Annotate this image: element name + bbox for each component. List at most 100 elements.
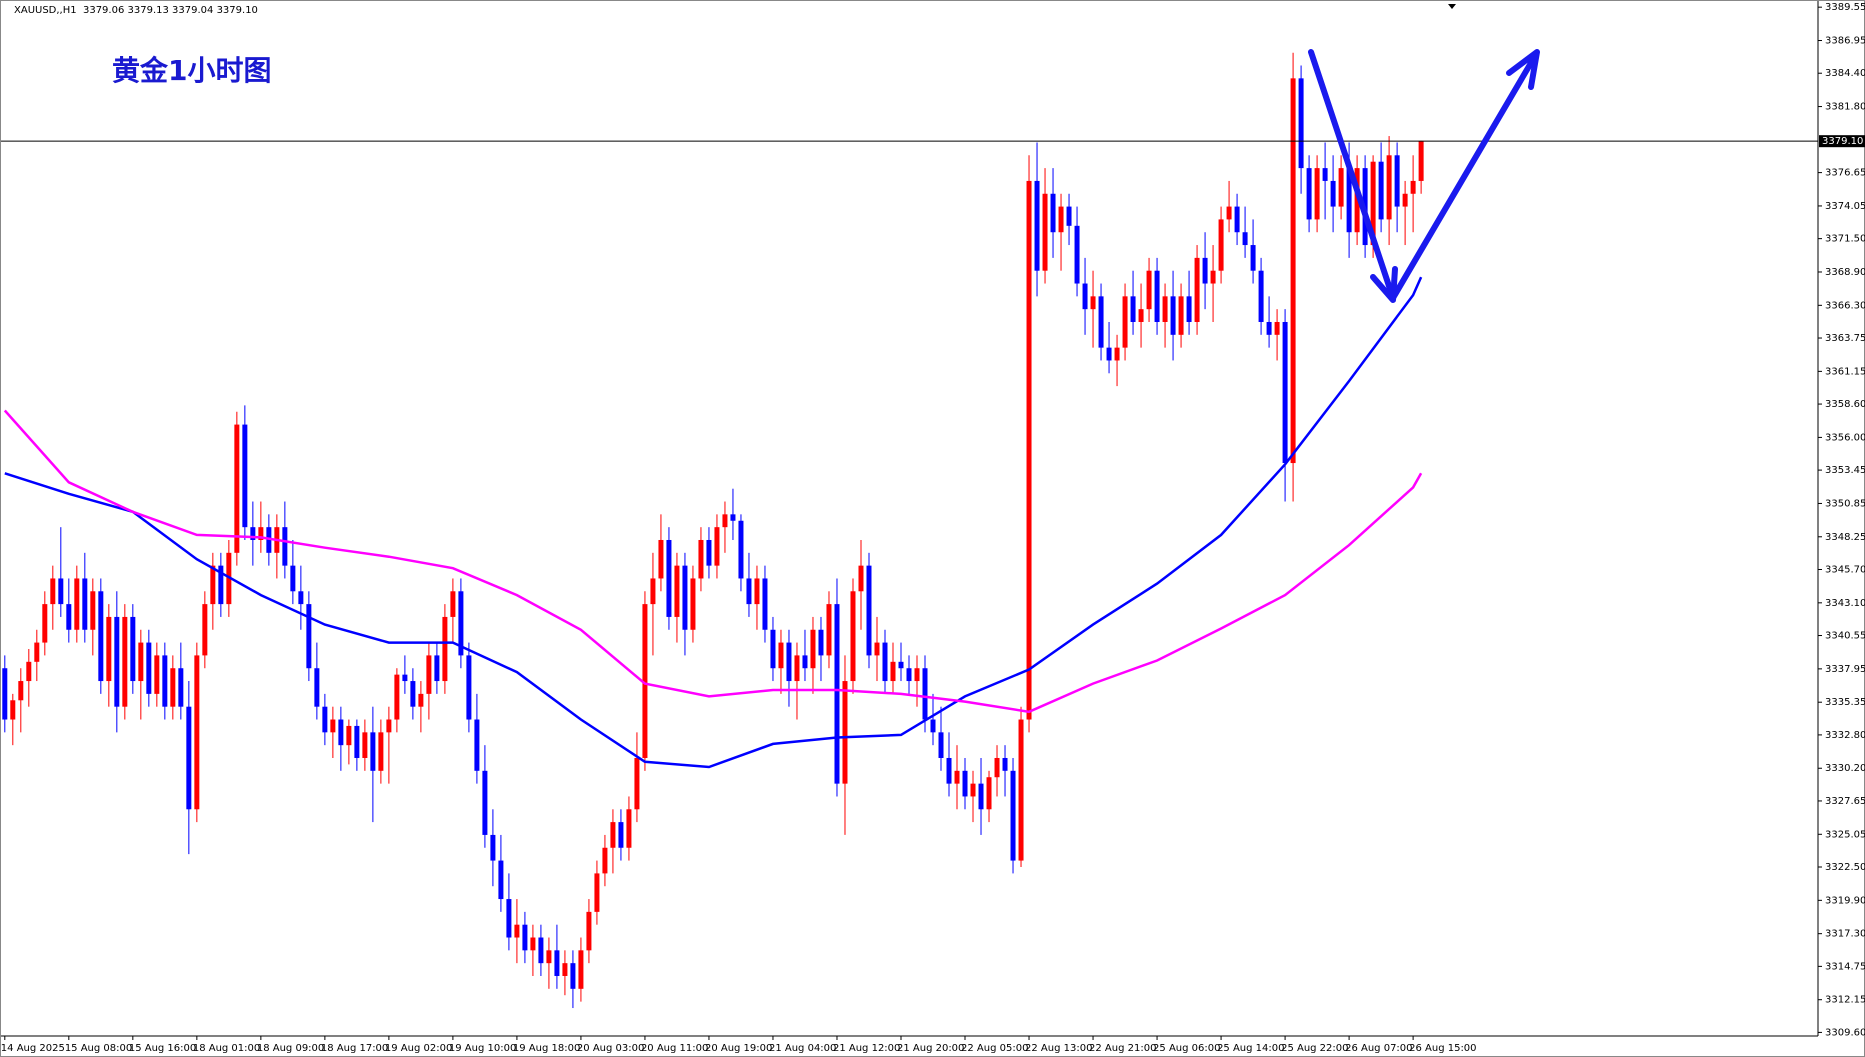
x-tick-label: 26 Aug 07:00	[1345, 1043, 1412, 1054]
x-tick-label: 21 Aug 12:00	[833, 1043, 900, 1054]
candle-body	[842, 681, 848, 784]
candle-body	[82, 578, 88, 630]
candle-body	[450, 591, 456, 617]
candle-body	[378, 732, 384, 771]
candle-body	[634, 757, 640, 810]
candle-body	[1338, 168, 1344, 207]
y-tick-label: 3353.45	[1825, 465, 1865, 476]
candle-body	[26, 661, 32, 682]
annotation-arrows	[1308, 49, 1540, 303]
candle-body	[58, 578, 64, 605]
x-tick-label: 19 Aug 02:00	[385, 1043, 452, 1054]
candle-body	[1066, 206, 1072, 226]
candle-body	[1202, 257, 1208, 284]
x-tick-label: 20 Aug 11:00	[641, 1043, 708, 1054]
x-tick-label: 22 Aug 21:00	[1089, 1043, 1156, 1054]
y-tick-label: 3340.55	[1825, 631, 1865, 642]
candle-body	[146, 642, 152, 694]
candle-body	[826, 604, 832, 656]
candle-body	[810, 629, 816, 669]
candle-body	[1026, 180, 1032, 720]
arrow-head	[1506, 49, 1540, 90]
candle-body	[530, 937, 536, 951]
candle-body	[906, 668, 912, 682]
marker	[1448, 4, 1456, 9]
candle-body	[34, 642, 40, 662]
candle-body	[42, 604, 48, 643]
candle-body	[210, 565, 216, 605]
candle-body	[1282, 321, 1288, 464]
candle-body	[762, 578, 768, 630]
candle-body	[250, 527, 256, 540]
candle-body	[898, 661, 904, 669]
candle-body	[1218, 219, 1224, 271]
candle-body	[322, 706, 328, 733]
candle-body	[242, 424, 248, 528]
candle-body	[18, 681, 24, 701]
candle-body	[514, 924, 520, 938]
candle-body	[586, 911, 592, 951]
candle-body	[410, 681, 416, 707]
candle-body	[754, 578, 760, 605]
x-tick-label: 19 Aug 18:00	[513, 1043, 580, 1054]
candle-body	[1122, 296, 1128, 348]
candle-body	[90, 591, 96, 630]
candle-body	[914, 668, 920, 682]
candle-body	[162, 655, 168, 707]
candle-body	[330, 719, 336, 733]
candle-body	[802, 655, 808, 669]
y-tick-label: 3317.30	[1825, 929, 1865, 940]
y-tick-label: 3325.05	[1825, 829, 1865, 840]
candle-body	[258, 527, 264, 540]
y-tick-label: 3343.10	[1825, 598, 1865, 609]
y-tick-label: 3356.00	[1825, 432, 1865, 443]
y-tick-label: 3345.70	[1825, 564, 1865, 575]
x-tick-label: 21 Aug 04:00	[769, 1043, 836, 1054]
moving-average	[3, 409, 1423, 714]
candle-body	[1298, 78, 1304, 169]
candle-body	[1130, 296, 1136, 322]
y-tick-label: 3389.55	[1825, 2, 1865, 13]
candle-body	[1386, 155, 1392, 220]
y-tick-label: 3322.50	[1825, 862, 1865, 873]
candle-body	[794, 655, 800, 682]
candle-body	[978, 783, 984, 810]
candle-body	[1234, 206, 1240, 233]
candle-body	[890, 661, 896, 682]
candle-body	[578, 950, 584, 989]
candle-body	[466, 655, 472, 720]
y-tick-label: 3358.60	[1825, 399, 1865, 410]
candle-body	[938, 732, 944, 758]
y-tick-label: 3332.80	[1825, 730, 1865, 741]
candle-body	[554, 950, 560, 976]
candle-body	[266, 527, 272, 553]
candle-body	[434, 655, 440, 682]
candle-body	[1090, 296, 1096, 310]
candle-body	[290, 565, 296, 592]
candle-body	[850, 591, 856, 682]
y-tick-label: 3384.40	[1825, 68, 1865, 79]
y-tick-label: 3381.80	[1825, 102, 1865, 113]
candle-body	[1314, 168, 1320, 220]
candle-body	[682, 565, 688, 630]
candle-body	[922, 668, 928, 720]
candle-body	[298, 591, 304, 605]
candle-body	[1082, 283, 1088, 310]
candle-body	[1194, 257, 1200, 322]
candle-body	[234, 424, 240, 553]
candle-body	[666, 539, 672, 617]
candle-body	[1322, 168, 1328, 181]
candle-body	[714, 527, 720, 566]
candle-body	[1146, 270, 1152, 310]
candle-body	[1330, 180, 1336, 207]
symbol-info: XAUUSD,,H1 3379.06 3379.13 3379.04 3379.…	[14, 5, 258, 16]
y-tick-label: 3361.15	[1825, 366, 1865, 377]
candle-body	[130, 616, 136, 682]
candle-body	[1018, 719, 1024, 861]
candle-body	[954, 770, 960, 784]
candle-body	[730, 514, 736, 521]
candle-body	[1074, 225, 1080, 284]
candle-body	[962, 770, 968, 797]
candle-body	[1242, 232, 1248, 246]
